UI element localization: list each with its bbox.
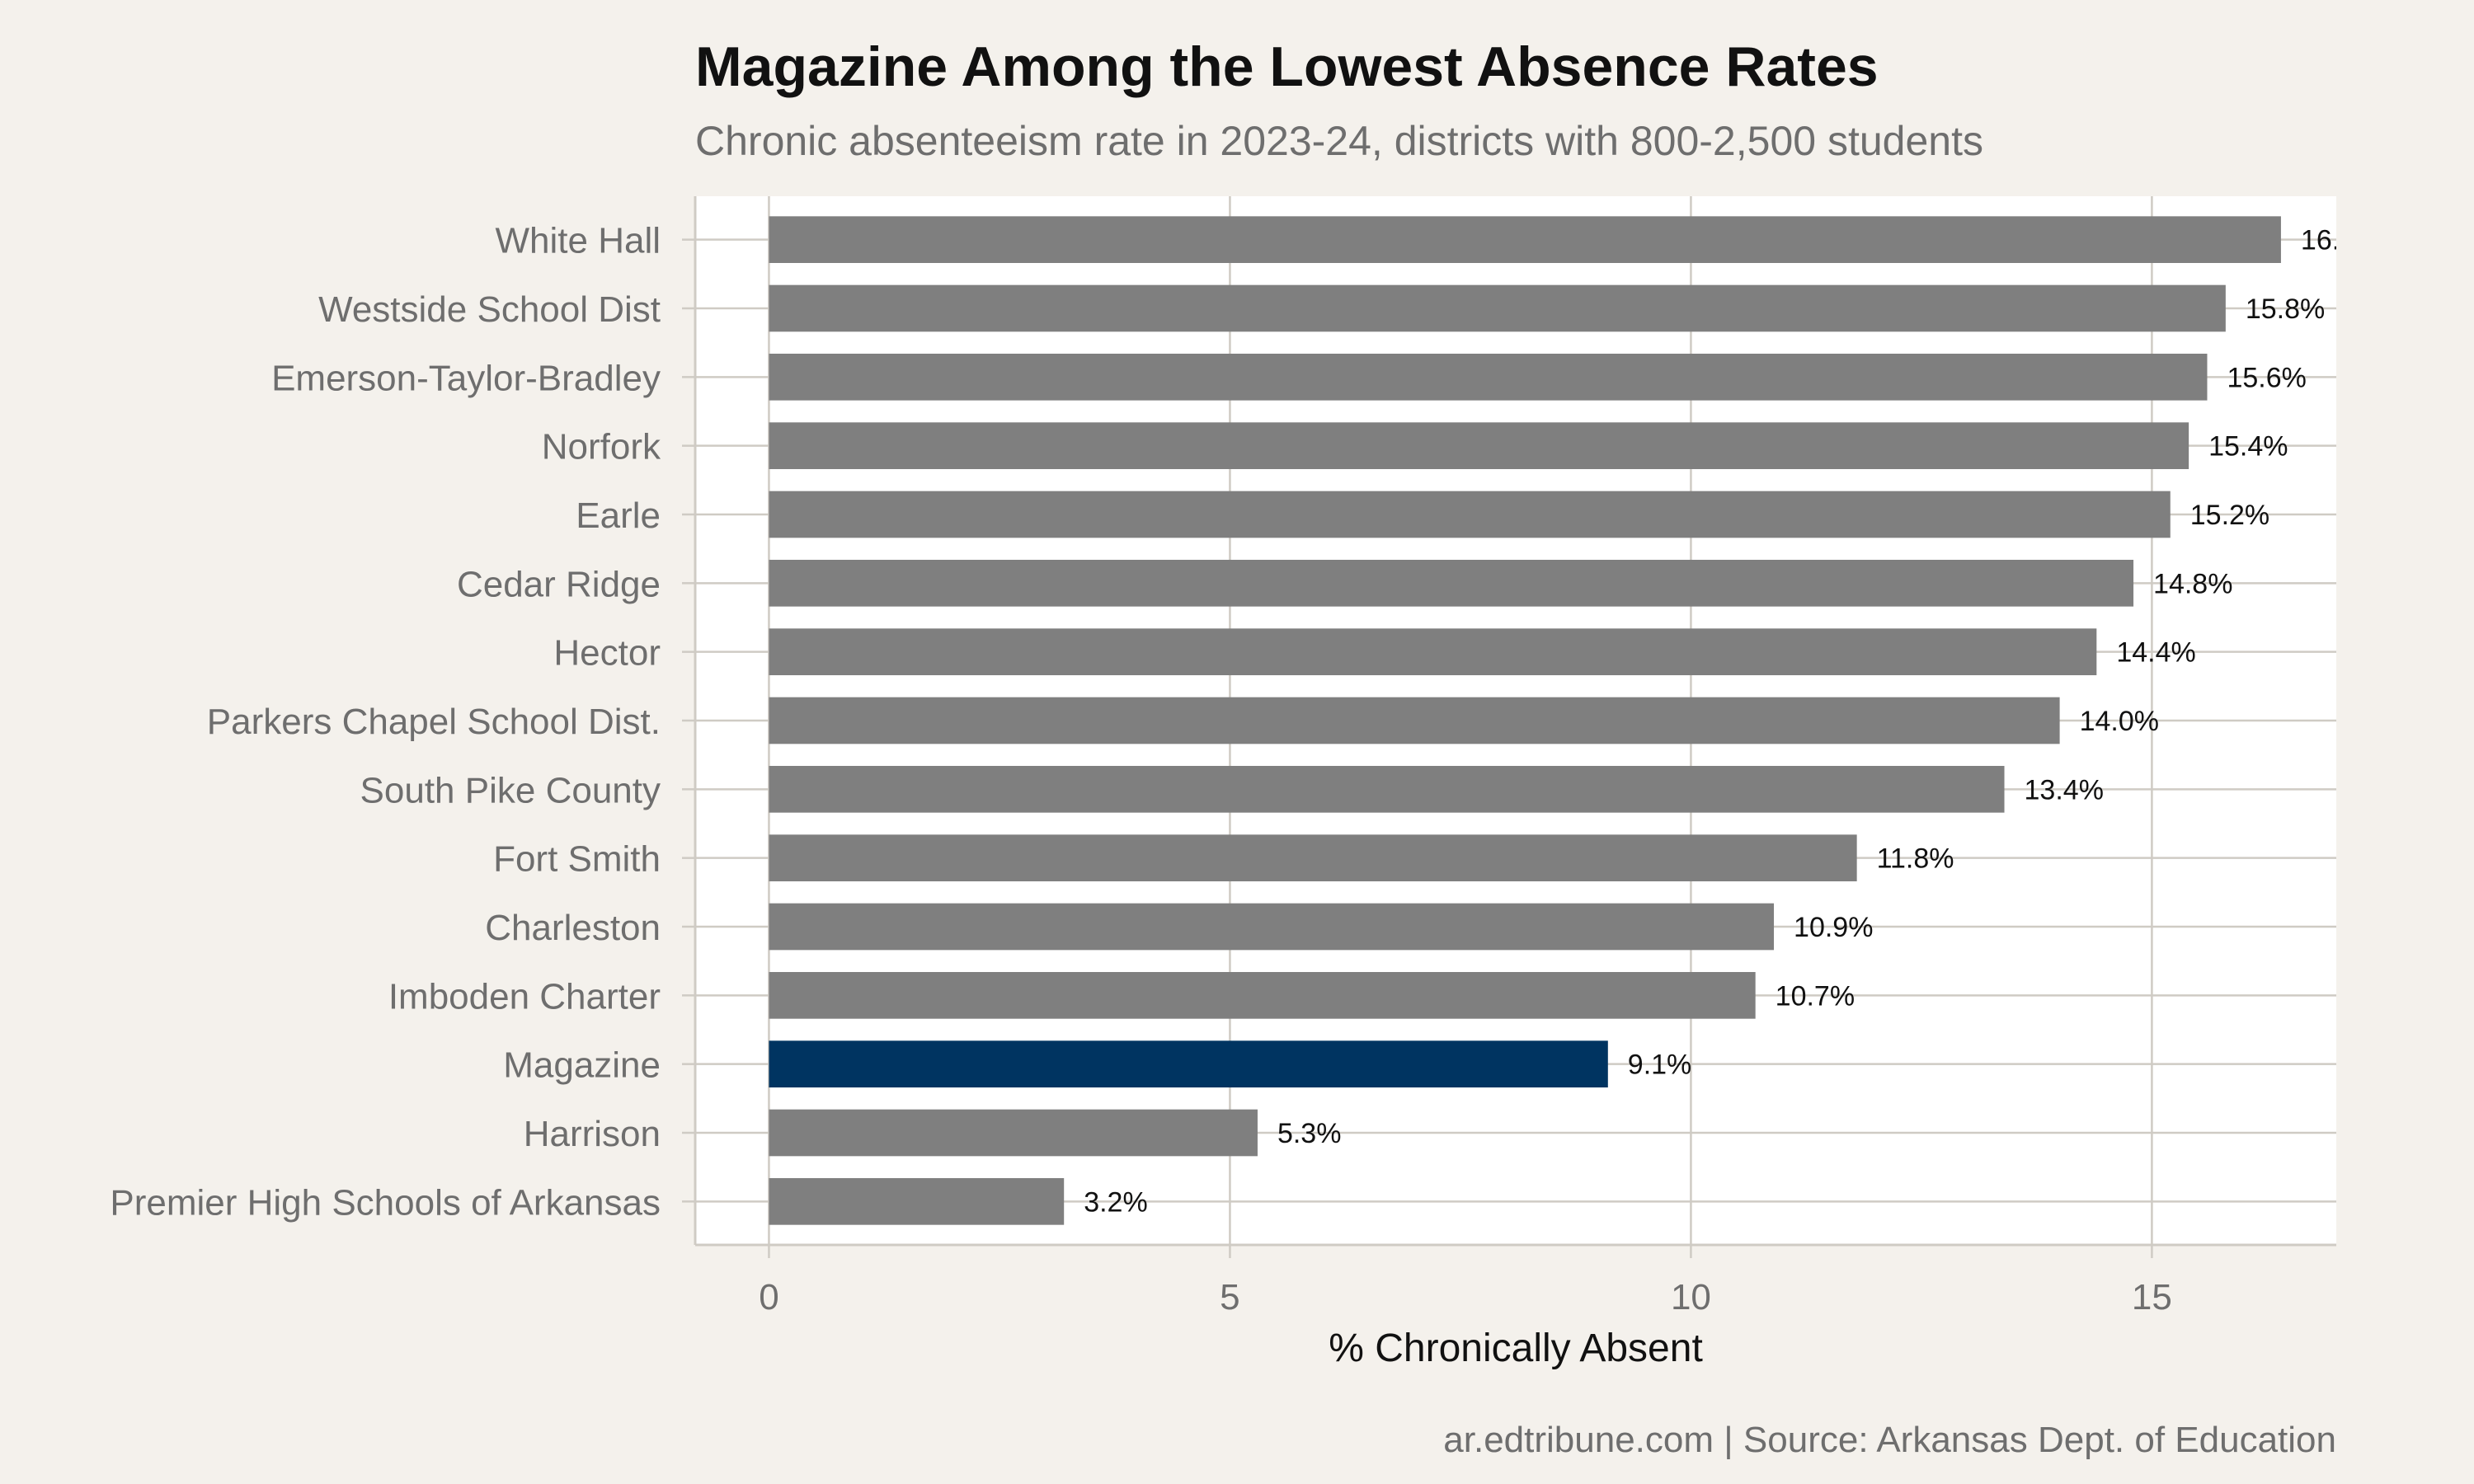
data-label: 14.0% xyxy=(2080,706,2159,737)
bar xyxy=(769,1178,1065,1225)
bar xyxy=(769,972,1756,1019)
category-labels: White Hall Westside School Dist Emerson-Ta… xyxy=(110,221,661,1223)
category-label: Hector xyxy=(553,633,661,674)
category-label: Magazine xyxy=(503,1045,661,1086)
bar xyxy=(769,766,2005,813)
data-label: 9.1% xyxy=(1628,1050,1692,1081)
chart-caption: ar.edtribune.com | Source: Arkansas Dept… xyxy=(1443,1420,2336,1460)
data-label: 11.8% xyxy=(1877,843,1954,875)
category-label: Cedar Ridge xyxy=(457,564,661,604)
bar xyxy=(769,354,2208,401)
category-label: Charleston xyxy=(485,908,661,948)
bar xyxy=(769,903,1775,951)
category-label: Earle xyxy=(576,495,661,536)
data-label: 13.4% xyxy=(2025,774,2104,805)
data-label: 14.8% xyxy=(2153,568,2232,599)
data-label: 14.4% xyxy=(2116,637,2195,669)
chart-subtitle: Chronic absenteeism rate in 2023-24, dis… xyxy=(695,118,1983,164)
bar xyxy=(769,697,2060,744)
x-tick-label: 15 xyxy=(2132,1277,2172,1317)
x-tick-label: 0 xyxy=(759,1277,778,1317)
category-label: Fort Smith xyxy=(493,839,661,880)
data-label: 15.6% xyxy=(2227,362,2306,393)
data-label: 15.8% xyxy=(2246,294,2325,325)
category-label: Premier High Schools of Arkansas xyxy=(110,1182,661,1223)
category-label: Westside School Dist xyxy=(318,289,661,330)
x-tick-label: 5 xyxy=(1220,1277,1239,1317)
bars xyxy=(769,216,2281,1225)
category-label: White Hall xyxy=(496,221,661,261)
bar xyxy=(769,1109,1258,1157)
axes xyxy=(682,196,2336,1258)
category-label: Imboden Charter xyxy=(388,976,661,1017)
x-tick-labels: 0 5 10 15 xyxy=(759,1277,2172,1317)
x-tick-label: 10 xyxy=(1671,1277,1711,1317)
bar xyxy=(769,491,2171,538)
bar xyxy=(769,284,2226,332)
data-label: 3.2% xyxy=(1084,1186,1148,1218)
data-label: 10.9% xyxy=(1794,912,1873,943)
bar xyxy=(769,216,2281,263)
bar xyxy=(769,560,2134,607)
data-label: 10.7% xyxy=(1776,980,1855,1012)
data-label: 15.4% xyxy=(2208,431,2288,463)
bar-highlight xyxy=(769,1040,1608,1087)
chart-title: Magazine Among the Lowest Absence Rates xyxy=(695,35,1879,98)
bar xyxy=(769,834,1857,881)
data-label: 16.4% xyxy=(2301,225,2380,256)
category-label: Norfork xyxy=(542,427,661,467)
data-label: 5.3% xyxy=(1277,1118,1342,1149)
bar xyxy=(769,628,2097,675)
x-axis-label: % Chronically Absent xyxy=(1329,1327,1703,1370)
category-label: Emerson-Taylor-Bradley xyxy=(271,358,661,398)
data-label: 15.2% xyxy=(2190,500,2269,531)
value-labels: 16.4% 15.8% 15.6% 15.4% 15.2% 14.8% 14.4% 14.0%… xyxy=(1084,225,2380,1219)
category-label: South Pike County xyxy=(360,770,661,810)
bar xyxy=(769,422,2189,469)
category-label: Parkers Chapel School Dist. xyxy=(207,702,661,742)
category-label: Harrison xyxy=(524,1114,661,1154)
